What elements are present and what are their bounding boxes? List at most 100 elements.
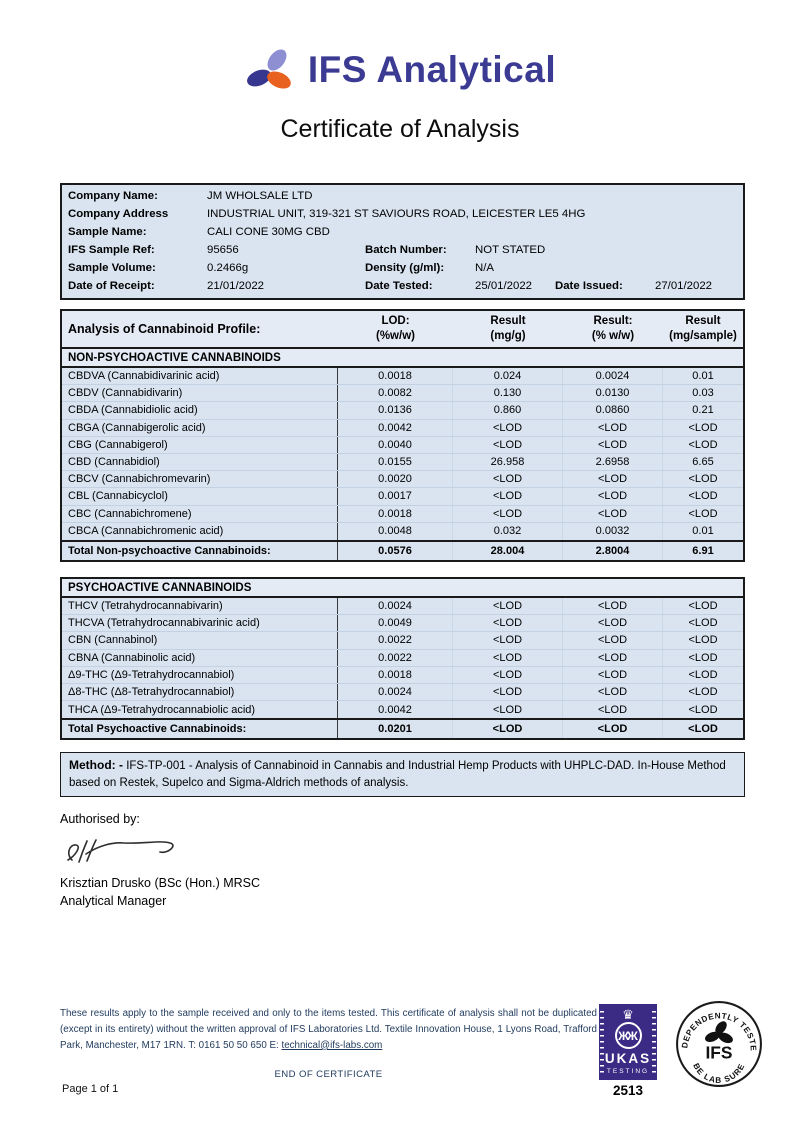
value-mgsample: 0.21 (692, 404, 714, 417)
value-mgg: <LOD (453, 666, 563, 683)
table-rows: CBDVA (Cannabidivarinic acid) 0.0018 0.0… (62, 368, 743, 540)
end-of-certificate: END OF CERTIFICATE (274, 1069, 383, 1080)
value-pww: <LOD (563, 419, 663, 436)
total-row: Total Psychoactive Cannabinoids: 0.0201 … (62, 718, 743, 739)
value-mgg: 0.860 (453, 402, 563, 419)
value-pww: <LOD (563, 471, 663, 488)
value-mgsample: <LOD (688, 703, 718, 716)
analyte-name: THCVA (Tetrahydrocannabivarinic acid) (62, 615, 338, 632)
value-mgsample: <LOD (688, 634, 718, 647)
table-row: Δ8-THC (Δ8-Tetrahydrocannabiol) 0.0024 <… (62, 683, 743, 702)
analyte-name: CBL (Cannabicyclol) (62, 488, 338, 505)
value-mgg: <LOD (453, 683, 563, 701)
method-box: Method: - IFS-TP-001 - Analysis of Canna… (60, 752, 745, 797)
info-label: Density (g/ml): (365, 262, 445, 274)
table-header: Analysis of Cannabinoid Profile: LOD: (%… (62, 311, 743, 349)
cannabinoid-table-nonpsychoactive: Analysis of Cannabinoid Profile: LOD: (%… (60, 309, 745, 562)
info-value: 95656 (207, 244, 239, 256)
value-pww: <LOD (563, 649, 663, 666)
value-pww: <LOD (563, 632, 663, 649)
value-lod: 0.0017 (338, 488, 453, 505)
analyte-name: CBCA (Cannabichromenic acid) (62, 522, 338, 540)
ukas-tick-marks (652, 1011, 656, 1073)
value-mgsample: 0.03 (692, 387, 714, 400)
analyte-name: THCV (Tetrahydrocannabivarin) (62, 598, 338, 615)
analyte-name: CBD (Cannabidiol) (62, 453, 338, 471)
value-lod: 0.0042 (338, 701, 453, 719)
table-row: CBCV (Cannabichromevarin) 0.0020 <LOD <L… (62, 471, 743, 489)
crown-icon: ♛ (622, 1007, 634, 1022)
value-mgsample: <LOD (688, 668, 718, 681)
info-value: INDUSTRIAL UNIT, 319-321 ST SAVIOURS ROA… (207, 208, 586, 220)
value-pww: 0.0024 (563, 368, 663, 385)
ukas-accreditation-number: 2513 (612, 1083, 644, 1098)
info-label: IFS Sample Ref: (68, 244, 155, 256)
value-lod: 0.0022 (338, 649, 453, 666)
value-lod: 0.0040 (338, 436, 453, 453)
value-lod: 0.0155 (338, 453, 453, 471)
stamp-center-text: IFS (705, 1042, 732, 1062)
brand-name: IFS Analytical (307, 49, 557, 90)
signatory-role: Analytical Manager (60, 894, 167, 908)
value-pww: <LOD (563, 666, 663, 683)
ukas-emblem-icon: ЖЖ (614, 1022, 642, 1049)
ukas-testing-mark: ♛ ЖЖ UKAS TESTING (599, 1004, 657, 1080)
value-mgg: <LOD (453, 598, 563, 615)
value-lod: 0.0082 (338, 385, 453, 402)
cannabinoid-table-psychoactive: PSYCHOACTIVE CANNABINOIDS THCV (Tetrahyd… (60, 577, 745, 741)
value-mgg: <LOD (453, 419, 563, 436)
table-row: CBN (Cannabinol) 0.0022 <LOD <LOD <LOD (62, 632, 743, 650)
value-mgg: <LOD (453, 701, 563, 719)
disclaimer: These results apply to the sample receiv… (60, 1006, 597, 1054)
info-label: Sample Volume: (68, 262, 156, 274)
value-pww: <LOD (563, 488, 663, 505)
table-row: THCA (Δ9-Tetrahydrocannabiolic acid) 0.0… (62, 701, 743, 719)
value-mgg: <LOD (453, 632, 563, 649)
signatory-name: Krisztian Drusko (BSc (Hon.) MRSC (60, 876, 261, 890)
ukas-sub: TESTING (606, 1068, 650, 1075)
column-header-result-pww: Result: (% w/w) (591, 315, 635, 342)
analyte-name: CBNA (Cannabinolic acid) (62, 649, 338, 666)
info-value: CALI CONE 30MG CBD (207, 226, 330, 238)
stamp-trefoil-icon (705, 1021, 733, 1044)
disclaimer-text: These results apply to the sample receiv… (60, 1008, 597, 1051)
value-mgg: 0.130 (453, 385, 563, 402)
value-mgsample: <LOD (688, 438, 718, 451)
ifs-stamp: INDEPENDENTLY TESTED BE LAB SURE IFS (674, 999, 762, 1087)
table-row: CBDA (Cannabidiolic acid) 0.0136 0.860 0… (62, 402, 743, 420)
info-value: 27/01/2022 (655, 280, 713, 292)
brand-logo: IFS Analytical (0, 46, 800, 94)
analyte-name: CBDVA (Cannabidivarinic acid) (62, 368, 338, 385)
info-label: Date of Receipt: (68, 280, 155, 292)
value-lod: 0.0024 (338, 683, 453, 701)
analyte-name: Δ9-THC (Δ9-Tetrahydrocannabiol) (62, 666, 338, 683)
value-mgg: <LOD (453, 488, 563, 505)
value-mgg: 26.958 (453, 453, 563, 471)
value-lod: 0.0024 (338, 598, 453, 615)
table-row: CBGA (Cannabigerolic acid) 0.0042 <LOD <… (62, 419, 743, 437)
info-label: Date Issued: (555, 280, 623, 292)
value-mgsample: <LOD (688, 490, 718, 503)
info-value: 21/01/2022 (207, 280, 265, 292)
value-mgsample: <LOD (688, 473, 718, 486)
table-row: CBC (Cannabichromene) 0.0018 <LOD <LOD <… (62, 505, 743, 523)
analyte-name: Δ8-THC (Δ8-Tetrahydrocannabiol) (62, 683, 338, 701)
value-lod: 0.0049 (338, 615, 453, 632)
table-row: THCVA (Tetrahydrocannabivarinic acid) 0.… (62, 615, 743, 633)
value-mgsample: 0.01 (692, 370, 714, 383)
analyte-name: CBCV (Cannabichromevarin) (62, 471, 338, 488)
value-mgg: <LOD (453, 471, 563, 488)
table-title: Analysis of Cannabinoid Profile: (68, 322, 261, 336)
value-pww: 0.0130 (563, 385, 663, 402)
table-rows: THCV (Tetrahydrocannabivarin) 0.0024 <LO… (62, 598, 743, 719)
info-row: Date of Receipt: 21/01/2022 Date Tested:… (62, 277, 743, 295)
technical-email-link[interactable]: technical@ifs-labs.com (281, 1039, 383, 1051)
info-label: Sample Name: (68, 226, 147, 238)
method-label: Method: - (69, 758, 123, 772)
value-pww: <LOD (563, 683, 663, 701)
value-mgsample: 0.01 (692, 525, 714, 538)
value-mgg: 0.024 (453, 368, 563, 385)
info-row: IFS Sample Ref: 95656 Batch Number: NOT … (62, 241, 743, 259)
info-value: 25/01/2022 (475, 280, 533, 292)
info-value: 0.2466g (207, 262, 249, 274)
